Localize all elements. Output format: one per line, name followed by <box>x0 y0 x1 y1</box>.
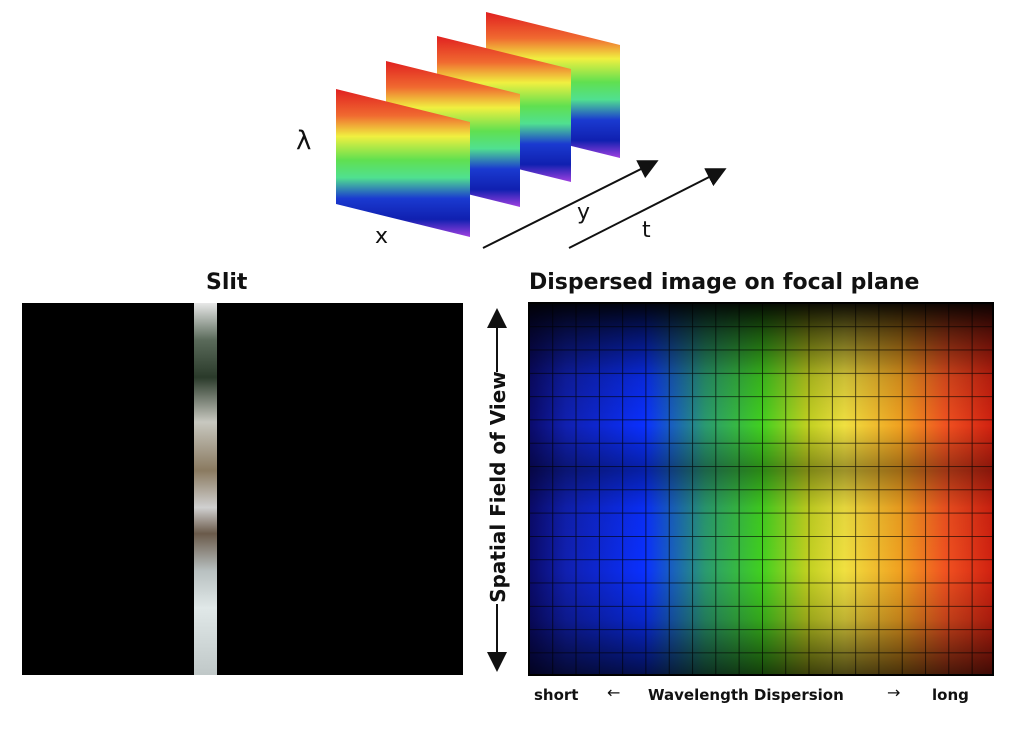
slit-title: Slit <box>206 270 248 295</box>
dispersed-title: Dispersed image on focal plane <box>529 270 920 295</box>
cube-panel-1 <box>336 89 470 237</box>
slit-panel <box>22 303 463 675</box>
t-axis-label: t <box>642 218 651 243</box>
arrow-right-icon: → <box>887 683 901 702</box>
t-axis-arrow <box>568 168 727 249</box>
lambda-axis-label: λ <box>296 126 312 156</box>
y-axis-arrow <box>482 160 659 249</box>
short-label: short <box>534 686 579 704</box>
arrow-left-icon: ← <box>607 683 621 702</box>
y-axis-label: y <box>577 200 591 225</box>
dispersed-image <box>528 302 994 676</box>
x-axis-label: x <box>375 224 389 249</box>
wavelength-dispersion-label: Wavelength Dispersion <box>648 686 844 704</box>
long-label: long <box>932 686 969 704</box>
spatial-fov-label: Spatial Field of View <box>486 371 510 603</box>
slit-strip <box>194 303 217 675</box>
